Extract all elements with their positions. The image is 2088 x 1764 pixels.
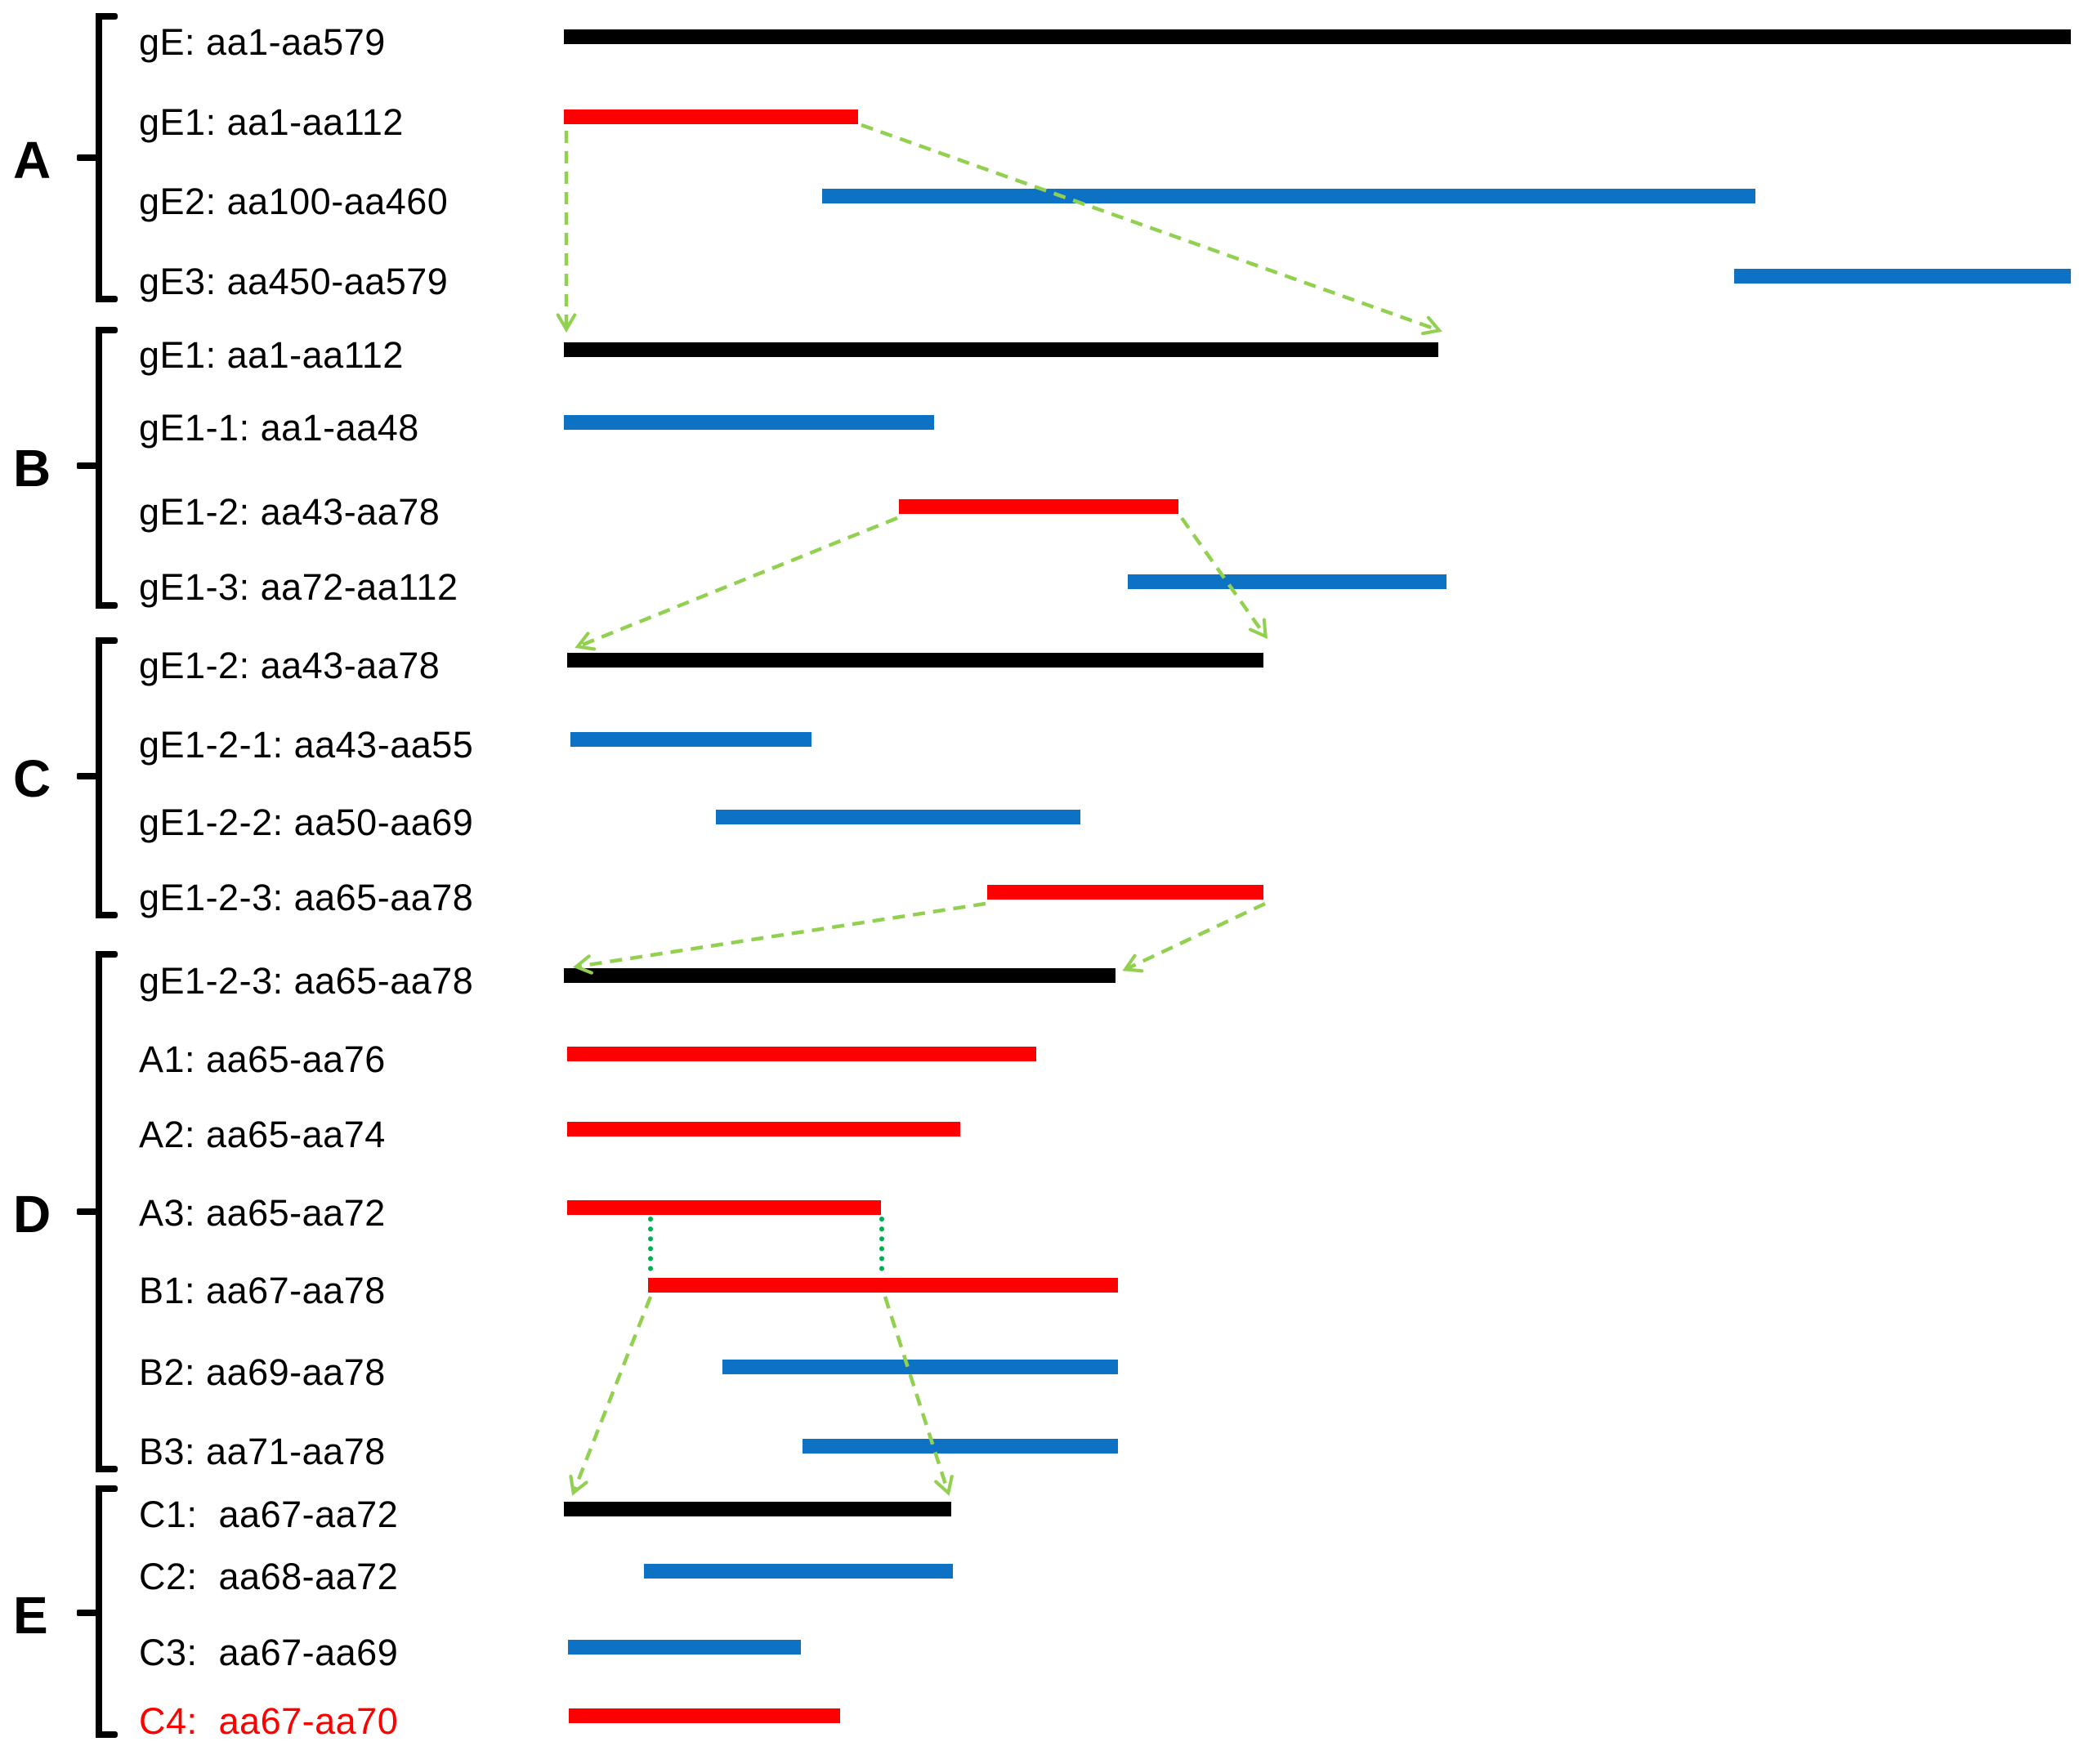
bracket-E-vertical xyxy=(96,1485,102,1738)
label-D-gE1-2-3: gE1-2-3: aa65-aa78 xyxy=(139,960,474,1002)
bar-D-B3 xyxy=(803,1439,1118,1454)
bar-C-gE1-2-3 xyxy=(987,885,1263,900)
label-A-gE3: gE3: aa450-aa579 xyxy=(139,261,449,302)
label-B-gE1-3: gE1-3: aa72-aa112 xyxy=(139,566,458,608)
arrow-C-gE1-2-3-left-to-D xyxy=(572,901,986,975)
bracket-A-bottom-cap xyxy=(96,296,118,302)
bar-C-gE1-2 xyxy=(567,653,1263,668)
label-C-gE1-2-1: gE1-2-1: aa43-aa55 xyxy=(139,724,474,766)
bracket-D-bottom-cap xyxy=(96,1466,118,1472)
bar-B-gE1-3 xyxy=(1128,574,1446,589)
bar-A-gE3 xyxy=(1734,269,2071,284)
label-D-B2: B2: aa69-aa78 xyxy=(139,1351,386,1393)
bar-E-C1 xyxy=(564,1502,951,1516)
bracket-B-top-cap xyxy=(96,327,118,333)
bracket-A-tick xyxy=(77,154,98,161)
bar-C-gE1-2-2 xyxy=(716,810,1080,824)
label-A-gE2: gE2: aa100-aa460 xyxy=(139,181,449,222)
bar-E-C4 xyxy=(569,1708,840,1723)
bracket-C-top-cap xyxy=(96,637,118,644)
bracket-A-vertical xyxy=(96,13,102,302)
label-E-C3: C3: aa67-aa69 xyxy=(139,1632,399,1673)
label-B-gE1-2: gE1-2: aa43-aa78 xyxy=(139,491,440,533)
label-E-C2: C2: aa68-aa72 xyxy=(139,1556,399,1597)
label-D-A3: A3: aa65-aa72 xyxy=(139,1192,386,1234)
section-letter-D: D xyxy=(13,1185,51,1244)
bar-D-A2 xyxy=(567,1122,960,1137)
bar-C-gE1-2-1 xyxy=(570,732,812,747)
bracket-D-vertical xyxy=(96,951,102,1472)
bar-D-B2 xyxy=(722,1360,1118,1374)
section-letter-A: A xyxy=(13,131,51,190)
label-B-gE1: gE1: aa1-aa112 xyxy=(139,334,404,376)
bar-D-A1 xyxy=(567,1047,1036,1061)
bar-B-gE1-1 xyxy=(564,415,934,430)
bar-E-C3 xyxy=(568,1640,801,1655)
bar-D-gE1-2-3 xyxy=(564,968,1116,983)
bracket-C-vertical xyxy=(96,637,102,918)
bracket-C-bottom-cap xyxy=(96,912,118,918)
label-A-gE1: gE1: aa1-aa112 xyxy=(139,101,404,143)
bar-D-A3 xyxy=(567,1200,881,1215)
label-E-C1: C1: aa67-aa72 xyxy=(139,1494,399,1535)
bar-A-gE xyxy=(564,29,2071,44)
label-C-gE1-2-3: gE1-2-3: aa65-aa78 xyxy=(139,877,474,918)
arrow-D-B1-left-to-E xyxy=(569,1296,653,1496)
arrow-C-gE1-2-3-right-to-D xyxy=(1122,901,1266,973)
label-A-gE: gE: aa1-aa579 xyxy=(139,21,386,63)
label-B-gE1-1: gE1-1: aa1-aa48 xyxy=(139,407,419,449)
bar-B-gE1-2 xyxy=(899,499,1178,514)
bracket-D-top-cap xyxy=(96,951,118,958)
bracket-A-top-cap xyxy=(96,13,118,20)
label-C-gE1-2-2: gE1-2-2: aa50-aa69 xyxy=(139,802,474,843)
arrow-B-gE1-2-left-to-C xyxy=(575,516,898,651)
label-D-A1: A1: aa65-aa76 xyxy=(139,1038,386,1080)
bracket-B-bottom-cap xyxy=(96,602,118,609)
section-letter-C: C xyxy=(13,749,51,808)
bracket-B-tick xyxy=(77,462,98,469)
bar-A-gE1 xyxy=(564,109,858,124)
section-letter-B: B xyxy=(13,439,51,498)
bar-E-C2 xyxy=(644,1564,953,1579)
section-letter-E: E xyxy=(13,1586,48,1645)
bracket-D-tick xyxy=(77,1208,98,1215)
arrow-A-gE1-right-to-B xyxy=(861,123,1442,336)
arrow-D-B1-to-E-right xyxy=(883,1296,954,1496)
label-D-B3: B3: aa71-aa78 xyxy=(139,1431,386,1472)
bracket-E-top-cap xyxy=(96,1485,118,1492)
label-C-gE1-2: gE1-2: aa43-aa78 xyxy=(139,645,440,686)
label-E-C4: C4: aa67-aa70 xyxy=(139,1700,399,1742)
bracket-C-tick xyxy=(77,773,98,779)
bar-A-gE2 xyxy=(822,189,1755,203)
bracket-E-tick xyxy=(77,1610,98,1616)
bar-B-gE1 xyxy=(564,342,1438,357)
label-D-B1: B1: aa67-aa78 xyxy=(139,1270,386,1311)
label-D-A2: A2: aa65-aa74 xyxy=(139,1114,386,1155)
bracket-E-bottom-cap xyxy=(96,1731,118,1738)
bracket-B-vertical xyxy=(96,327,102,609)
bar-D-B1 xyxy=(648,1278,1118,1293)
